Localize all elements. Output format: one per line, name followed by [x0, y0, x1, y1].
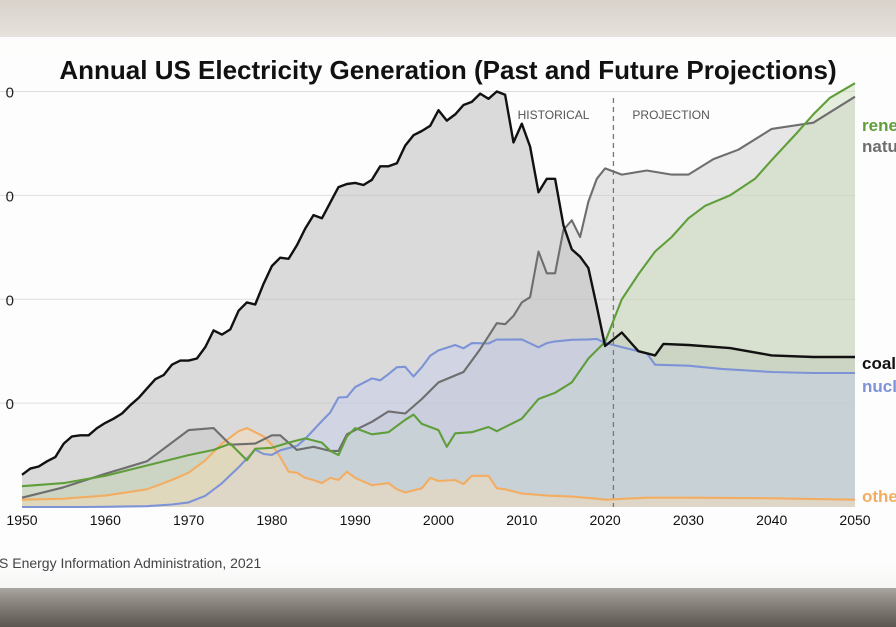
x-tick-label: 2050 [839, 512, 870, 528]
series-line-renewables [21, 82, 856, 488]
series-fill-other [22, 428, 855, 507]
chart-title: Annual US Electricity Generation (Past a… [59, 55, 836, 85]
x-tick-label: 1960 [90, 512, 121, 528]
series-label-coal: coal [862, 354, 896, 373]
y-tick-label: 0 [6, 292, 14, 309]
series-label-other: othe [862, 487, 896, 506]
source-credit: S Energy Information Administration, 202… [0, 555, 261, 571]
x-tick-label: 1980 [256, 512, 287, 528]
series-lines [21, 82, 856, 509]
series-label-renewables: rene [862, 116, 896, 135]
series-labels: coal natu nucl rene othe [862, 116, 896, 506]
x-tick-label: 1990 [340, 512, 371, 528]
x-tick-label: 1950 [6, 512, 37, 528]
series-fill-coal [22, 91, 855, 507]
x-tick-label: 2040 [756, 512, 787, 528]
series-line-nuclear [22, 337, 855, 509]
x-tick-label: 2010 [506, 512, 537, 528]
projection-label: PROJECTION [632, 108, 709, 122]
series-fills [22, 83, 855, 507]
x-tick-label: 2020 [590, 512, 621, 528]
x-tick-label: 2030 [673, 512, 704, 528]
series-label-natural-gas: natu [862, 137, 896, 156]
x-axis-ticks: 1950 1960 1970 1980 1990 2000 2010 2020 2030 2040… [6, 512, 870, 528]
x-tick-label: 2000 [423, 512, 454, 528]
historical-label: HISTORICAL [518, 108, 590, 122]
series-line-natural-gas [21, 95, 856, 499]
y-axis-ticks: 0 0 0 0 [6, 85, 14, 414]
series-line-other [21, 427, 856, 501]
x-tick-label: 1970 [173, 512, 204, 528]
y-tick-label: 0 [6, 396, 14, 413]
series-fill-renewables [22, 83, 855, 507]
series-fill-nuclear [22, 338, 855, 507]
y-tick-label: 0 [6, 85, 14, 102]
series-line-coal [21, 90, 855, 476]
series-label-nuclear: nucl [862, 377, 896, 396]
y-tick-label: 0 [6, 188, 14, 205]
